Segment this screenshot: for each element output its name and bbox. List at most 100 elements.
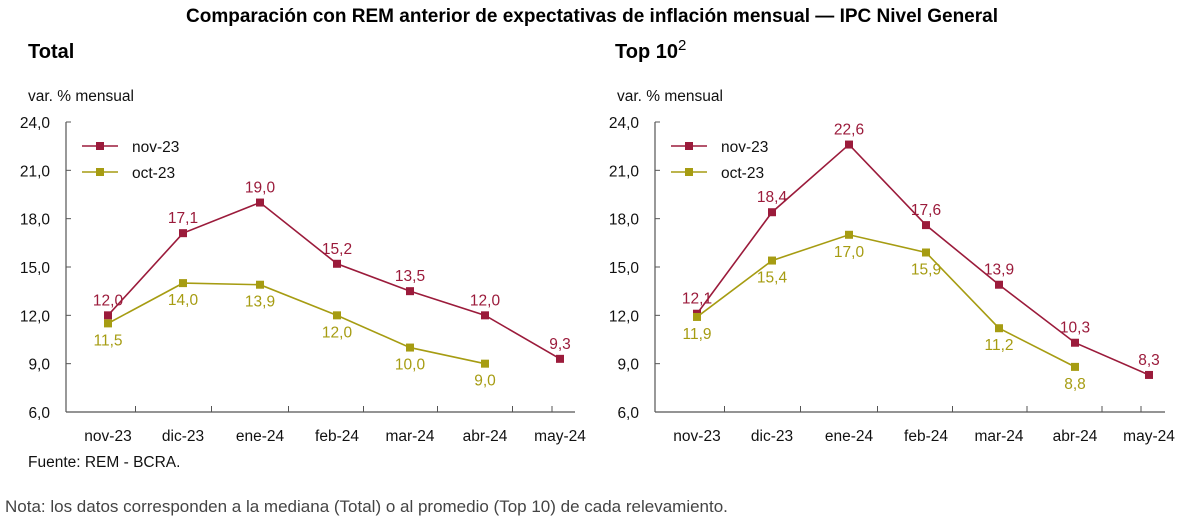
legend-label: nov-23 [721, 139, 768, 156]
data-label: 17,6 [911, 202, 941, 219]
series-line-nov-23 [696, 143, 1150, 376]
legend-marker [685, 142, 693, 150]
data-label: 11,5 [93, 332, 122, 349]
data-point [406, 287, 414, 296]
y-axis-label: var. % mensual [617, 88, 723, 105]
x-tick-label: dic-23 [162, 428, 204, 445]
data-label: 8,3 [1138, 352, 1160, 369]
y-tick-label: 9,0 [617, 357, 639, 374]
title-superscript: 2 [678, 37, 686, 54]
x-tick-label: nov-23 [84, 428, 131, 445]
data-label: 19,0 [245, 180, 276, 197]
y-tick-label: 6,0 [617, 405, 639, 422]
chart-total: Total var. % mensual 6,0 9,0 12,0 15,0 18,0 21,… [20, 41, 586, 445]
data-point [256, 198, 264, 207]
data-label: 17,0 [834, 244, 865, 261]
series-line-oct-23 [107, 282, 486, 365]
y-tick-label: 12,0 [609, 308, 640, 325]
data-point [556, 354, 564, 363]
legend-label: oct-23 [721, 165, 764, 182]
legend-label: nov-23 [132, 139, 179, 156]
data-point [256, 280, 264, 289]
y-tick-label: 9,0 [28, 357, 50, 374]
footnote: Nota: los datos corresponden a la median… [5, 497, 728, 516]
x-tick-label: may-24 [1123, 428, 1175, 445]
data-point [179, 279, 187, 288]
data-label: 10,0 [395, 357, 426, 374]
data-label: 13,9 [984, 262, 1014, 279]
chart-top10: Top 102 var. % mensual 6,0 9,0 12,0 15,0 18,0 2… [609, 37, 1175, 445]
y-tick-label: 24,0 [609, 115, 640, 132]
series-line-oct-23 [696, 233, 1076, 368]
data-point [768, 256, 776, 265]
data-point [1071, 338, 1079, 347]
data-point [845, 140, 853, 149]
x-tick-label: ene-24 [825, 428, 874, 445]
data-point [995, 324, 1003, 333]
data-label: 17,1 [168, 210, 198, 227]
legend-marker [685, 168, 693, 176]
data-label: 22,6 [834, 122, 864, 139]
data-point [481, 311, 489, 320]
legend-label: oct-23 [132, 165, 175, 182]
y-tick-label: 21,0 [20, 163, 51, 180]
data-label: 9,0 [474, 373, 496, 390]
x-tick-label: feb-24 [904, 428, 948, 445]
y-tick-label: 18,0 [609, 212, 640, 229]
data-label: 12,1 [682, 291, 712, 308]
x-tick-label: ene-24 [236, 428, 285, 445]
data-label: 12,0 [322, 324, 353, 341]
data-label: 14,0 [168, 292, 199, 309]
y-tick-label: 15,0 [20, 260, 51, 277]
y-tick-label: 21,0 [609, 163, 640, 180]
data-label: 15,4 [757, 270, 788, 287]
y-tick-label: 12,0 [20, 308, 51, 325]
legend-marker [96, 142, 104, 150]
x-tick-label: mar-24 [385, 428, 434, 445]
data-point [922, 248, 930, 257]
data-label: 15,9 [911, 262, 941, 279]
data-point [333, 259, 341, 268]
data-point [693, 312, 701, 321]
data-label: 15,2 [322, 241, 352, 258]
data-label: 12,0 [470, 292, 501, 309]
x-tick-label: may-24 [534, 428, 586, 445]
y-tick-label: 15,0 [609, 260, 640, 277]
y-tick-label: 6,0 [28, 405, 50, 422]
x-tick-label: feb-24 [315, 428, 359, 445]
data-point [104, 311, 112, 320]
data-label: 11,9 [682, 326, 711, 343]
data-point [333, 311, 341, 320]
y-axis-label: var. % mensual [28, 88, 134, 105]
data-label: 13,5 [395, 268, 425, 285]
data-label: 8,8 [1064, 376, 1086, 393]
data-point [179, 229, 187, 238]
chart-title: Total [28, 41, 74, 63]
figure-title: Comparación con REM anterior de expectat… [186, 6, 998, 27]
data-point [1071, 362, 1079, 371]
source-note: Fuente: REM - BCRA. [28, 454, 180, 471]
data-label: 10,3 [1060, 320, 1090, 337]
data-point [995, 280, 1003, 289]
data-point [768, 208, 776, 217]
data-label: 12,0 [93, 292, 124, 309]
x-tick-label: abr-24 [463, 428, 508, 445]
chart-title: Top 102 [615, 37, 686, 63]
x-tick-label: mar-24 [974, 428, 1023, 445]
data-label: 13,9 [245, 294, 275, 311]
data-point [1145, 370, 1153, 379]
x-tick-label: nov-23 [673, 428, 720, 445]
y-tick-label: 18,0 [20, 212, 51, 229]
x-tick-label: dic-23 [751, 428, 793, 445]
data-point [481, 359, 489, 368]
x-tick-label: abr-24 [1053, 428, 1098, 445]
y-tick-label: 24,0 [20, 115, 51, 132]
data-point [845, 230, 853, 239]
data-label: 11,2 [984, 337, 1013, 354]
legend-marker [96, 168, 104, 176]
data-point [406, 343, 414, 352]
data-point [922, 221, 930, 230]
data-label: 18,4 [757, 189, 788, 206]
data-label: 9,3 [549, 336, 571, 353]
